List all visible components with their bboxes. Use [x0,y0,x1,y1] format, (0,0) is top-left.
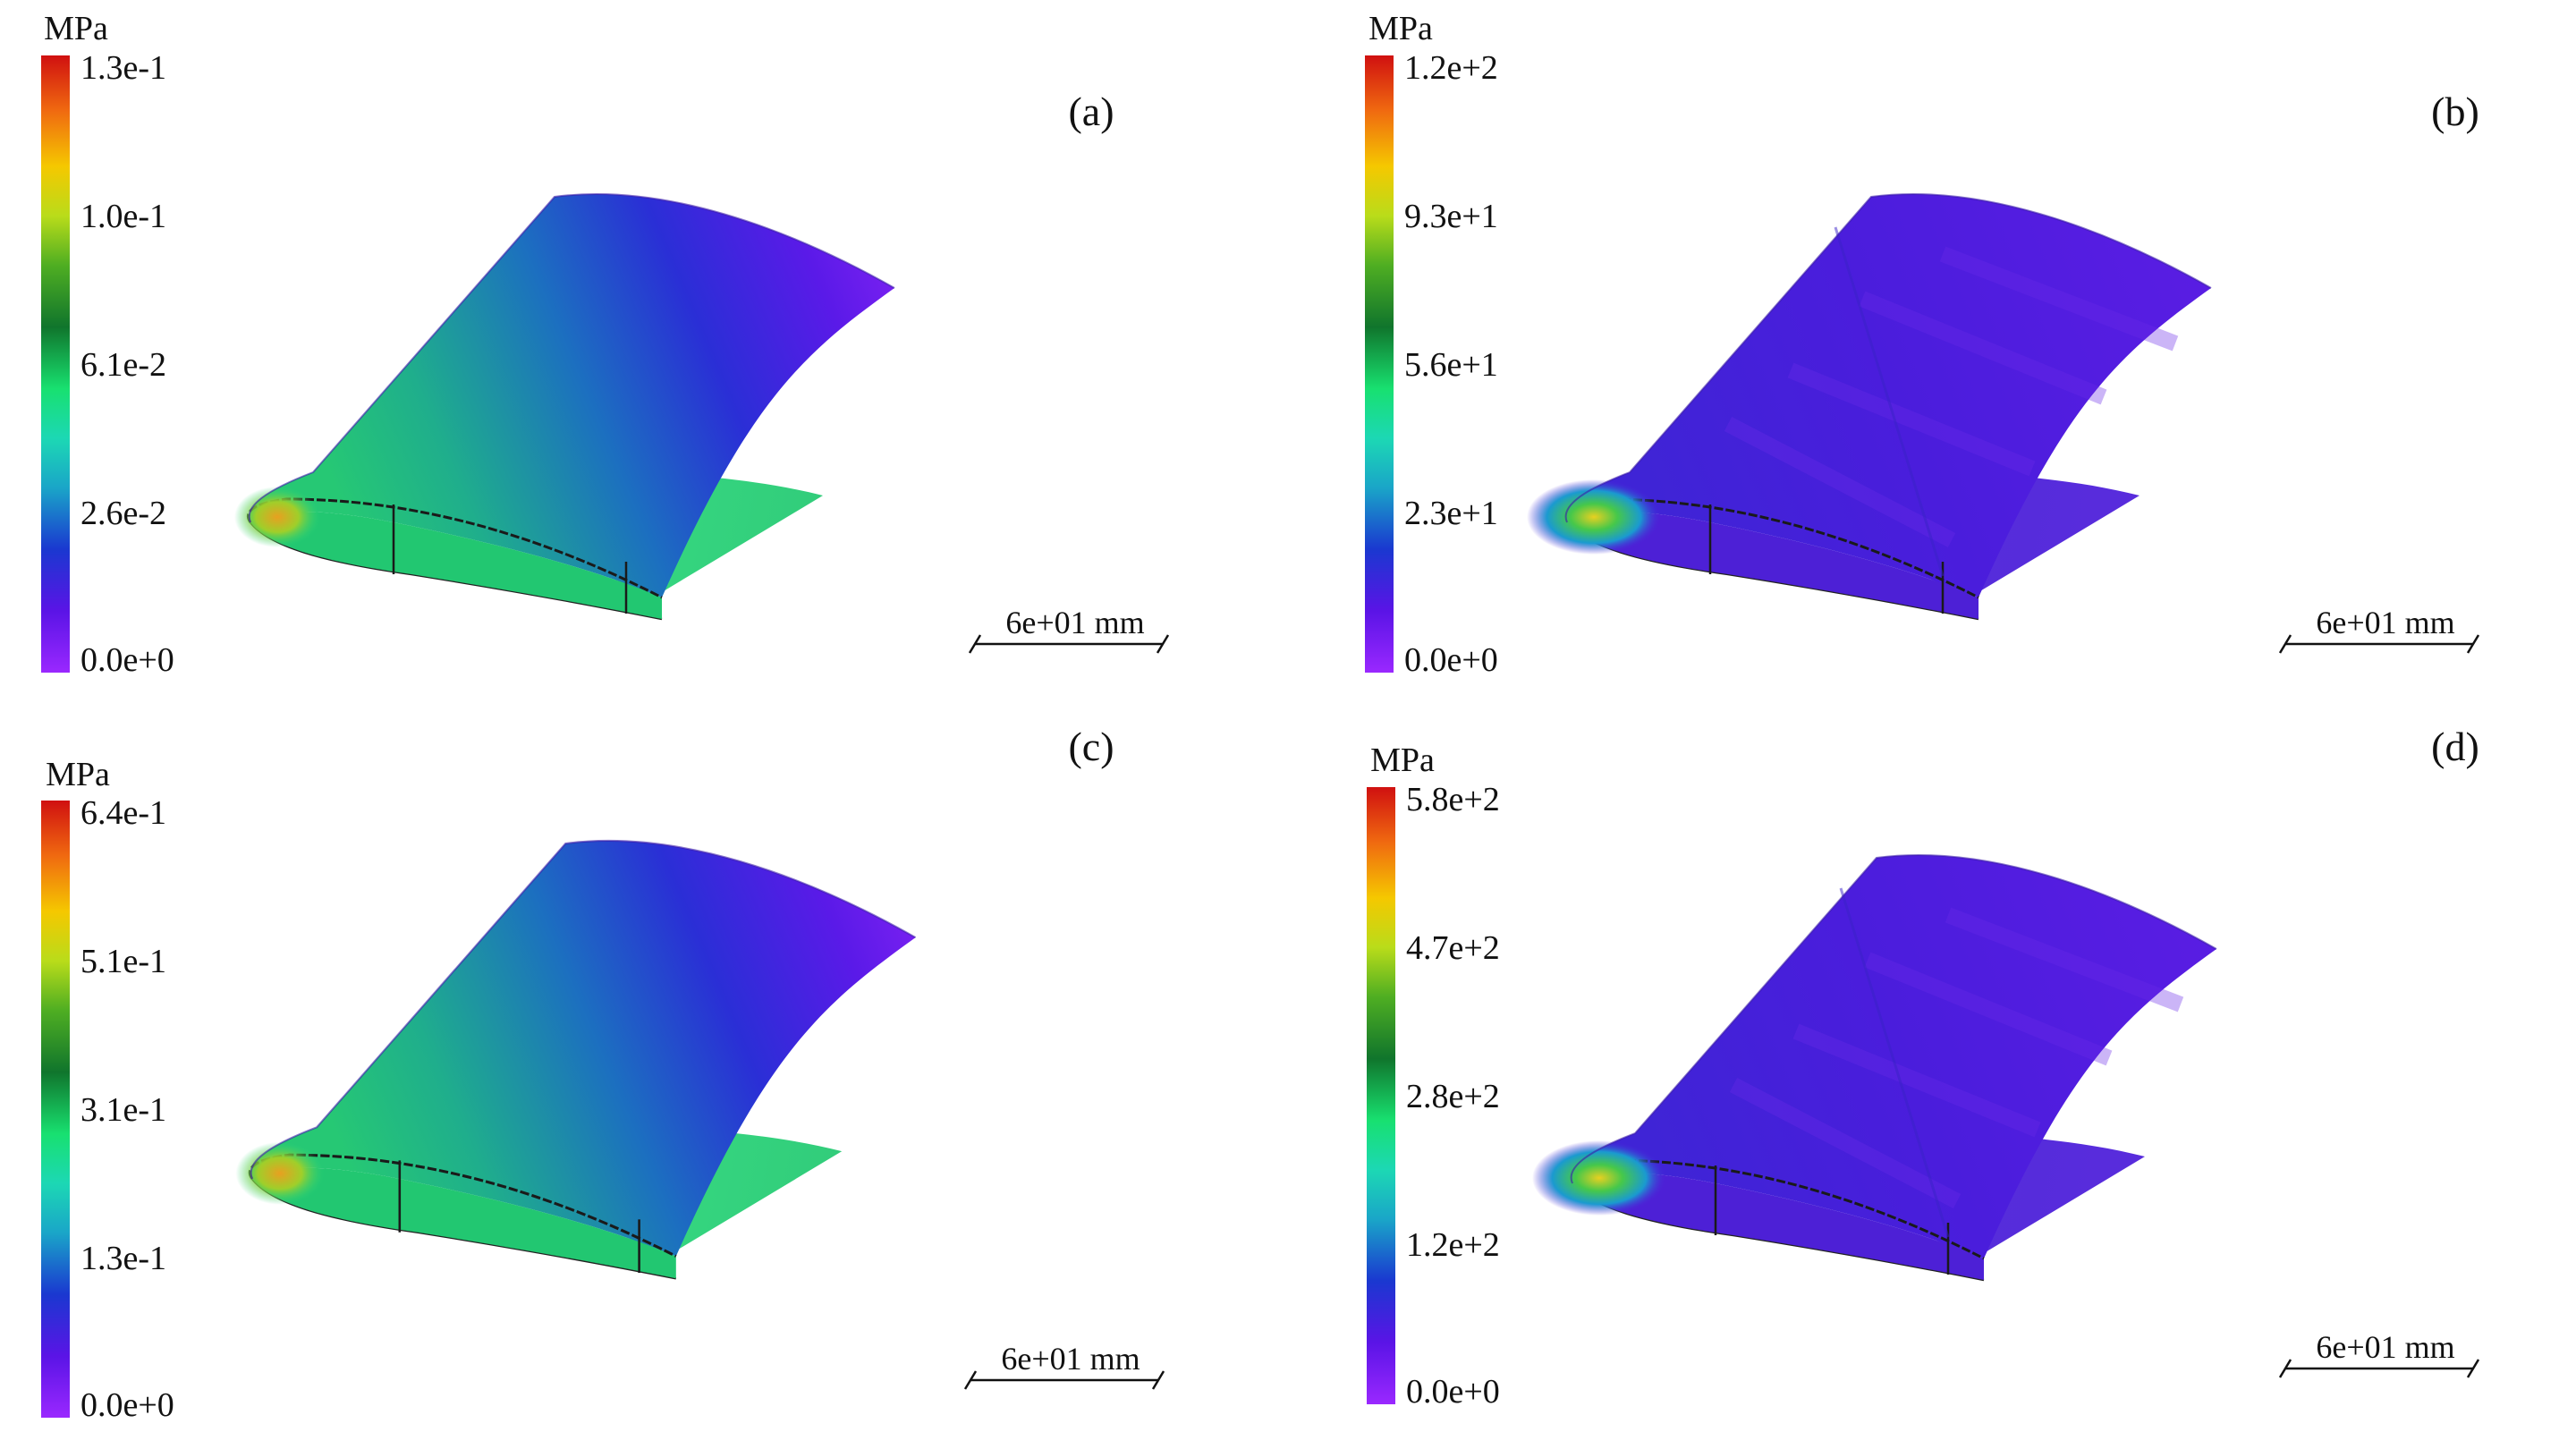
stress-pattern [1724,246,2179,547]
stress-pattern [1729,907,2184,1208]
colorbar-tick-label: 5.1e-1 [80,943,166,980]
colorbar-tick-label: 9.3e+1 [1404,198,1498,235]
stress-hotspot [234,487,320,547]
stress-hotspot [1532,1140,1666,1216]
colorbar-tick-label: 5.8e+2 [1406,781,1500,818]
scale-bar-tick-left [963,1370,978,1390]
colorbar-tick-label: 3.1e-1 [80,1091,166,1129]
colorbar-tick-label: 1.3e-1 [80,1240,166,1277]
scale-bar: 6e+01 mm [963,1341,1165,1390]
wing-leading-edge-line [1564,193,2212,523]
colorbar-tick-label: 6.4e-1 [80,794,166,832]
scale-bar-label: 6e+01 mm [1001,1341,1140,1377]
stress-hotspot [1527,479,1661,555]
scale-bar: 6e+01 mm [2278,1329,2480,1378]
colorbar-tick-label: 0.0e+0 [1404,641,1498,679]
wing-upper-surface [250,840,916,1257]
panel-label: (c) [1068,724,1114,769]
stress-hotspot [235,1141,325,1205]
scale-bar-tick-left [2278,634,2292,654]
wing-model [235,840,917,1280]
wing-leading-edge-line [1570,854,2217,1184]
panel-label: (a) [1068,89,1114,134]
colorbar-tick-label: 0.0e+0 [1406,1373,1500,1411]
colorbar-tick-label: 2.8e+2 [1406,1078,1500,1115]
scale-bar-label: 6e+01 mm [2316,1329,2454,1365]
scale-bar: 6e+01 mm [968,605,1170,654]
colorbar-tick-label: 5.6e+1 [1404,346,1498,384]
scale-bar-tick-right [2466,634,2480,654]
colorbar-tick-label: 1.0e-1 [80,198,166,235]
rib-line [1839,887,1950,1238]
colorbar-tick-label: 2.3e+1 [1404,495,1498,532]
colorbar-unit: MPa [1370,741,1435,779]
scale-bar-tick-right [1151,1370,1165,1390]
wing-leading-edge-line [248,193,895,523]
scale-bar-tick-left [968,634,982,654]
colorbar [1365,55,1394,673]
scale-bar: 6e+01 mm [2278,605,2480,654]
colorbar [41,55,70,673]
scale-bar-tick-right [2466,1359,2480,1378]
wing-lower-surface [1572,1172,1984,1280]
panel-label: (d) [2431,724,2479,769]
colorbar-tick-label: 1.2e+2 [1404,49,1498,87]
colorbar [41,801,70,1418]
wing-upper-surface [249,193,894,597]
wing-leading-edge-line [250,840,917,1180]
scale-bar-tick-left [2278,1359,2292,1378]
colorbar-tick-label: 1.3e-1 [80,49,166,87]
colorbar-tick-label: 2.6e-2 [80,495,166,532]
colorbar-unit: MPa [46,756,110,793]
wing-lower-surface [252,1167,676,1279]
scale-bar-label: 6e+01 mm [1005,605,1144,640]
colorbar-unit: MPa [1368,10,1433,47]
colorbar-tick-label: 0.0e+0 [80,1386,174,1424]
scale-bar-tick-right [1156,634,1170,654]
rib-line [1834,226,1945,577]
scale-bar-label: 6e+01 mm [2316,605,2454,640]
colorbar [1367,787,1395,1404]
panel-label: (b) [2431,89,2479,134]
wing-lower-surface [250,511,662,619]
wing-model [234,193,895,621]
colorbar-tick-label: 4.7e+2 [1406,929,1500,967]
wing-model [1527,193,2212,621]
colorbar-tick-label: 0.0e+0 [80,641,174,679]
colorbar-tick-label: 6.1e-2 [80,346,166,384]
wing-model [1532,854,2217,1282]
colorbar-unit: MPa [44,10,108,47]
wing-lower-surface [1567,511,1979,619]
colorbar-tick-label: 1.2e+2 [1406,1226,1500,1264]
